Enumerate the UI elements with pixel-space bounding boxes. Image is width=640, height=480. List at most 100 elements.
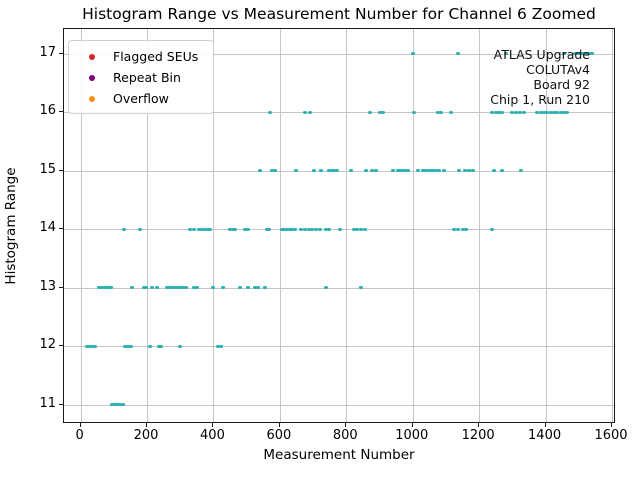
- data-point: [120, 403, 125, 407]
- data-point: [551, 110, 556, 114]
- data-point: [324, 286, 329, 290]
- data-point: [448, 110, 453, 114]
- legend: Flagged SEUs Repeat Bin Overflow: [68, 40, 214, 114]
- data-point: [89, 344, 94, 348]
- data-point: [107, 286, 112, 290]
- data-point: [284, 227, 289, 231]
- data-point: [126, 344, 131, 348]
- data-point: [262, 286, 267, 290]
- data-point: [167, 286, 172, 290]
- data-point: [118, 403, 123, 407]
- data-point: [575, 52, 580, 56]
- repeat-bin-marker-icon: [89, 74, 95, 81]
- data-point: [545, 110, 550, 114]
- data-point: [264, 227, 269, 231]
- x-tick-label: 1200: [461, 428, 495, 443]
- data-point: [99, 286, 104, 290]
- data-point: [228, 227, 233, 231]
- data-point: [364, 169, 369, 173]
- x-tick-mark: [611, 423, 612, 427]
- data-point: [221, 286, 226, 290]
- data-point: [302, 110, 307, 114]
- y-tick-mark: [59, 111, 63, 113]
- y-tick-mark: [59, 345, 63, 347]
- data-point: [87, 344, 92, 348]
- data-point: [436, 169, 441, 173]
- data-point: [561, 110, 566, 114]
- data-point: [272, 169, 277, 173]
- data-point: [390, 169, 395, 173]
- data-point: [415, 169, 420, 173]
- data-point: [433, 169, 438, 173]
- data-point: [191, 227, 196, 231]
- x-tick-label: 1600: [594, 428, 628, 443]
- data-point: [349, 169, 354, 173]
- x-gridline: [346, 29, 348, 422]
- x-axis-label: Measurement Number: [263, 447, 415, 463]
- data-point: [148, 344, 153, 348]
- data-point: [513, 110, 518, 114]
- data-point: [573, 52, 578, 56]
- data-point: [435, 110, 440, 114]
- data-point: [463, 169, 468, 173]
- x-tick-label: 200: [133, 428, 159, 443]
- data-point: [463, 227, 468, 231]
- y-tick-mark: [59, 52, 63, 54]
- data-point: [380, 110, 385, 114]
- data-point: [92, 344, 97, 348]
- data-point: [585, 52, 590, 56]
- y-gridline: [64, 346, 614, 348]
- data-point: [156, 344, 161, 348]
- y-gridline: [64, 404, 614, 406]
- data-point: [287, 227, 292, 231]
- data-point: [123, 344, 128, 348]
- legend-label: Repeat Bin: [113, 70, 181, 85]
- x-tick-mark: [544, 423, 546, 427]
- data-point: [359, 227, 364, 231]
- data-point: [329, 169, 334, 173]
- data-point: [412, 110, 417, 114]
- data-point: [359, 286, 364, 290]
- legend-item-repeat-bin: Repeat Bin: [77, 67, 205, 88]
- data-point: [252, 286, 257, 290]
- y-tick-label: 16: [39, 102, 56, 118]
- y-tick-mark: [59, 169, 63, 171]
- data-point: [257, 169, 262, 173]
- data-point: [403, 169, 408, 173]
- data-point: [307, 227, 312, 231]
- data-point: [455, 227, 460, 231]
- data-point: [290, 227, 295, 231]
- data-point: [337, 227, 342, 231]
- data-point: [230, 227, 235, 231]
- data-point: [395, 169, 400, 173]
- data-point: [500, 169, 505, 173]
- data-point: [497, 110, 502, 114]
- data-point: [196, 227, 201, 231]
- legend-item-overflow: Overflow: [77, 88, 205, 109]
- y-gridline: [64, 53, 614, 55]
- x-tick-label: 1000: [395, 428, 429, 443]
- data-point: [188, 227, 193, 231]
- data-point: [312, 169, 317, 173]
- data-point: [428, 169, 433, 173]
- y-tick-mark: [59, 228, 63, 230]
- data-point: [438, 110, 443, 114]
- x-tick-mark: [345, 423, 347, 427]
- overflow-marker-icon: [89, 95, 95, 102]
- data-point: [317, 227, 322, 231]
- data-point: [538, 110, 543, 114]
- data-point: [292, 227, 297, 231]
- data-point: [327, 227, 332, 231]
- data-point: [578, 52, 583, 56]
- data-point: [203, 227, 208, 231]
- data-point: [420, 169, 425, 173]
- data-point: [238, 286, 243, 290]
- data-point: [178, 286, 183, 290]
- x-tick-mark: [146, 423, 148, 427]
- data-point: [267, 227, 272, 231]
- y-tick-label: 14: [39, 220, 56, 236]
- data-point: [367, 110, 372, 114]
- x-tick-mark: [478, 423, 480, 427]
- data-point: [521, 110, 526, 114]
- x-gridline: [213, 29, 215, 422]
